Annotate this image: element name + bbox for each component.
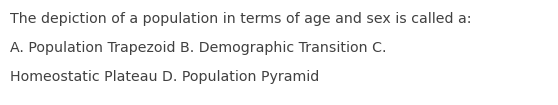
Text: A. Population Trapezoid B. Demographic Transition C.: A. Population Trapezoid B. Demographic T… bbox=[10, 41, 387, 55]
Text: The depiction of a population in terms of age and sex is called a:: The depiction of a population in terms o… bbox=[10, 12, 472, 26]
Text: Homeostatic Plateau D. Population Pyramid: Homeostatic Plateau D. Population Pyrami… bbox=[10, 70, 319, 84]
